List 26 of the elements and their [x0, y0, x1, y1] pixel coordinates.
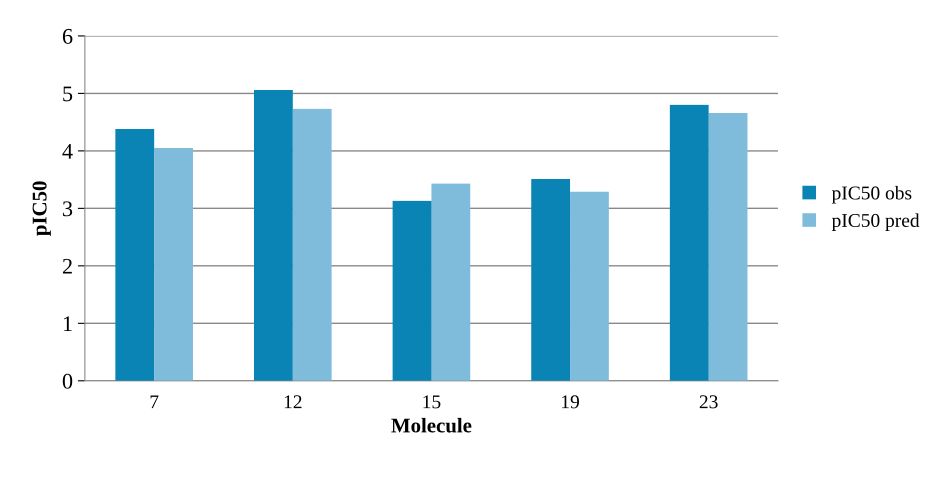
- bar: [531, 179, 570, 381]
- legend-label: pIC50 obs: [832, 186, 912, 204]
- bar: [570, 192, 609, 381]
- x-tick-label: 15: [423, 395, 440, 408]
- y-axis-title: pIC50: [32, 181, 51, 236]
- bar: [292, 108, 332, 381]
- bar: [254, 90, 293, 381]
- y-tick-label: 2: [62, 258, 72, 274]
- x-tick-label: 23: [700, 395, 718, 408]
- x-tick-label: 12: [284, 395, 302, 408]
- bar: [154, 148, 193, 381]
- bar: [708, 112, 748, 381]
- bar: [115, 129, 154, 381]
- y-tick-label: 6: [62, 28, 72, 44]
- y-tick-label: 0: [62, 374, 72, 389]
- x-tick-label: 19: [562, 395, 579, 408]
- y-tick-label: 1: [64, 316, 72, 332]
- y-tick-label: 4: [62, 144, 73, 159]
- y-tick-label: 3: [63, 201, 72, 216]
- x-tick-label: 7: [150, 395, 158, 408]
- bar: [670, 104, 709, 381]
- bar: [431, 184, 470, 381]
- y-tick-label: 5: [63, 86, 72, 102]
- x-axis-title: Molecule: [391, 418, 472, 433]
- legend-label: pIC50 pred: [832, 213, 920, 231]
- bar: [392, 200, 432, 381]
